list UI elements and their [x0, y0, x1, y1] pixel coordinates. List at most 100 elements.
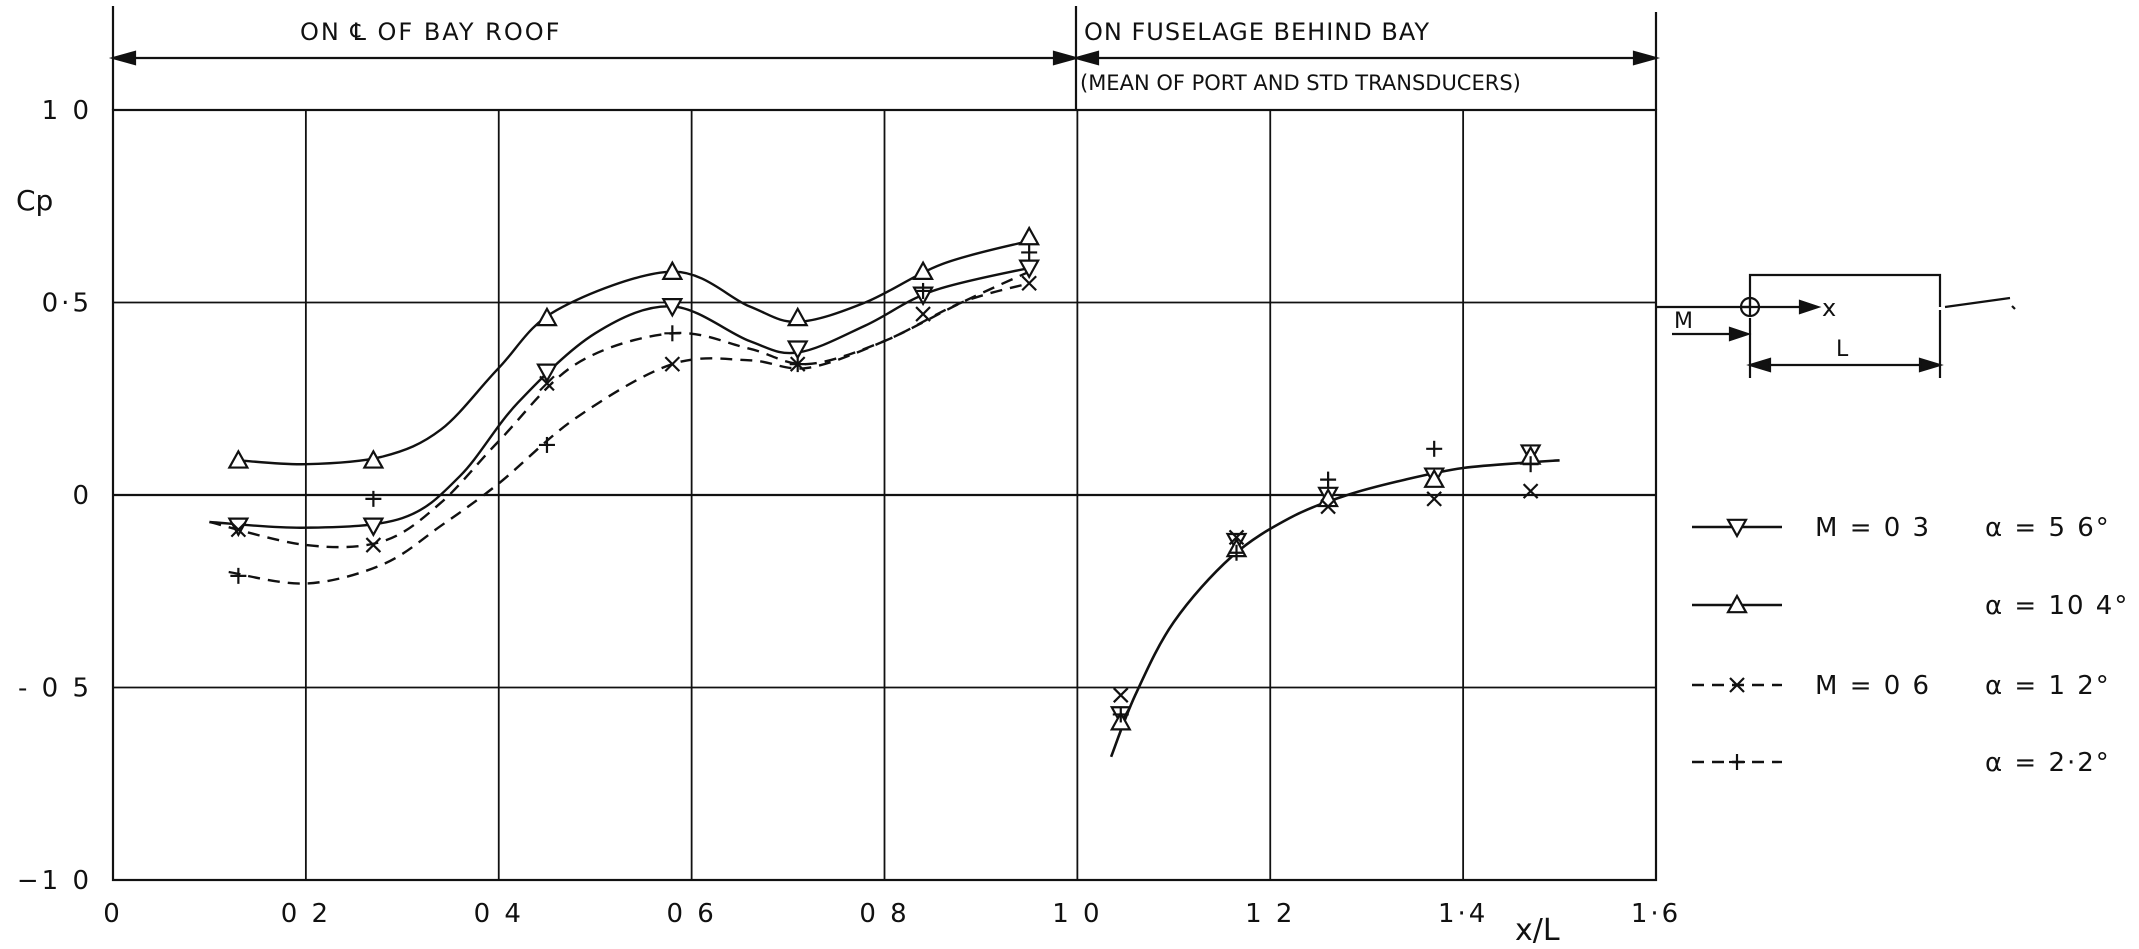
x-tick-label-1: 0 2 [281, 899, 331, 929]
series-1-point-5-shape [912, 260, 934, 280]
series-3-point-10 [1426, 440, 1443, 457]
series-2-point-5 [915, 306, 931, 322]
legend-alpha-1: α = 10 4° [1985, 591, 2129, 621]
series-3-point-11 [1522, 456, 1539, 473]
series-1-point-5 [912, 260, 934, 280]
legend-marker-0 [1726, 518, 1748, 539]
x-tick-label-5: 1 0 [1052, 899, 1102, 929]
y-tick-label-0: 1 0 [42, 96, 92, 126]
series-1-curve [238, 239, 1030, 466]
series-1-point-6-shape [1018, 225, 1041, 246]
series-2-point-7 [1112, 687, 1129, 703]
region-label-fuselage: ON FUSELAGE BEHIND BAY [1084, 18, 1430, 46]
series-3-point-4 [789, 356, 806, 373]
series-2-point-2 [539, 375, 555, 392]
series-1-point-10-shape [1423, 468, 1446, 488]
series-2-point-11-stroke-b [1522, 483, 1539, 499]
series-3-point-8 [1228, 544, 1245, 561]
legend-marker-1 [1726, 593, 1748, 614]
region-header [108, 6, 1661, 110]
series-2-curve [209, 282, 1030, 549]
series-2-point-2-stroke-b [539, 375, 555, 392]
x-tick-label-3: 0 6 [666, 899, 716, 929]
legend-marker-0-shape [1726, 518, 1748, 539]
series-3-point-5 [915, 282, 932, 299]
series-2-point-7-stroke-b [1112, 687, 1129, 703]
series-2-point-10 [1426, 491, 1442, 507]
series-2-point-1-stroke-b [365, 537, 382, 553]
series-2-point-10-stroke-b [1426, 491, 1442, 507]
series-3-point-6 [1021, 244, 1038, 261]
legend-marker-2-stroke-b [1729, 677, 1745, 693]
bay-sketch [1656, 273, 2016, 378]
series-2-point-6 [1021, 275, 1037, 292]
fuselage-curve [1109, 459, 1560, 758]
series-3-point-1 [365, 490, 382, 507]
series-3-point-2 [538, 436, 555, 453]
series-0-point-1-shape [362, 517, 385, 538]
legend-mach-0: M = 0 3 [1815, 513, 1931, 543]
legend-marker-3 [1729, 754, 1745, 770]
legend-alpha-2: α = 1 2° [1985, 671, 2111, 701]
series-0-point-6 [1018, 259, 1041, 280]
y-axis-label: Cp [16, 184, 53, 217]
inset-flow-label: M [1674, 309, 1693, 334]
series-0-point-4 [786, 340, 809, 360]
y-tick-labels: 1 0 0·5 0 - 0 5 −1 0 [17, 96, 92, 896]
series-0-curve [209, 266, 1030, 529]
series-0-point-6-shape [1018, 259, 1041, 280]
series-2-point-5-stroke-b [915, 306, 931, 322]
series-0-point-3 [661, 298, 684, 318]
grid [113, 110, 1656, 880]
x-tick-labels: 0 0 2 0 4 0 6 0 8 1 0 1 2 1·4 1·6 [103, 899, 1681, 929]
series-2-point-9-stroke-b [1320, 498, 1336, 515]
series-markers [227, 225, 1542, 731]
series-3-point-3 [664, 325, 681, 342]
series-2-point-9 [1320, 498, 1336, 515]
series-3-point-9 [1320, 471, 1337, 488]
series-0-point-2 [536, 363, 558, 384]
x-tick-label-0: 0 [103, 899, 123, 929]
x-tick-label-2: 0 4 [474, 899, 524, 929]
series-1-point-4 [786, 306, 809, 327]
series-0-point-3-shape [661, 298, 684, 318]
region-sublabel-fuselage: (MEAN OF PORT AND STD TRANSDUCERS) [1080, 71, 1521, 95]
x-axis-label: x/L [1515, 913, 1560, 945]
series-2-point-3 [664, 356, 681, 372]
series-2-point-8-stroke-b [1228, 529, 1245, 546]
series-3-point-7 [1112, 706, 1129, 723]
legend-marker-2 [1729, 677, 1745, 693]
series-2-point-11 [1522, 483, 1539, 499]
series-2-point-0-stroke-b [230, 521, 247, 538]
series-2-point-1 [365, 537, 382, 553]
series-0-point-1 [362, 517, 385, 538]
legend-alpha-3: α = 2·2° [1985, 748, 2111, 778]
y-tick-label-2: 0 [72, 481, 92, 511]
series-3-point-0 [230, 567, 247, 584]
x-tick-label-6: 1 2 [1245, 899, 1295, 929]
series-1-point-3 [661, 260, 684, 280]
legend-marker-1-shape [1726, 593, 1748, 614]
series-0-point-2-shape [536, 363, 558, 384]
series-1-point-3-shape [661, 260, 684, 280]
x-tick-label-4: 0 8 [859, 899, 909, 929]
series-1-point-2 [536, 306, 558, 327]
y-tick-label-1: 0·5 [42, 289, 92, 319]
series-3-curve [228, 270, 1030, 585]
series-2-point-8 [1228, 529, 1245, 546]
y-tick-label-4: −1 0 [17, 866, 92, 896]
series-2-point-3-stroke-b [664, 356, 681, 372]
legend-mach-2: M = 0 6 [1815, 671, 1931, 701]
inset-length-label: L [1836, 337, 1849, 362]
legend: M = 0 3 α = 5 6° α = 10 4° M = 0 6 α = 1 2° α… [1692, 513, 2129, 778]
series-1-point-1-shape [362, 449, 385, 469]
y-tick-label-3: - 0 5 [18, 674, 92, 704]
series-1-point-10 [1423, 468, 1446, 488]
series-2-point-0 [230, 521, 247, 538]
series-1-point-6 [1018, 225, 1041, 246]
x-tick-label-8: 1·6 [1631, 899, 1681, 929]
series-1-point-4-shape [786, 306, 809, 327]
series-curves [209, 239, 1560, 758]
